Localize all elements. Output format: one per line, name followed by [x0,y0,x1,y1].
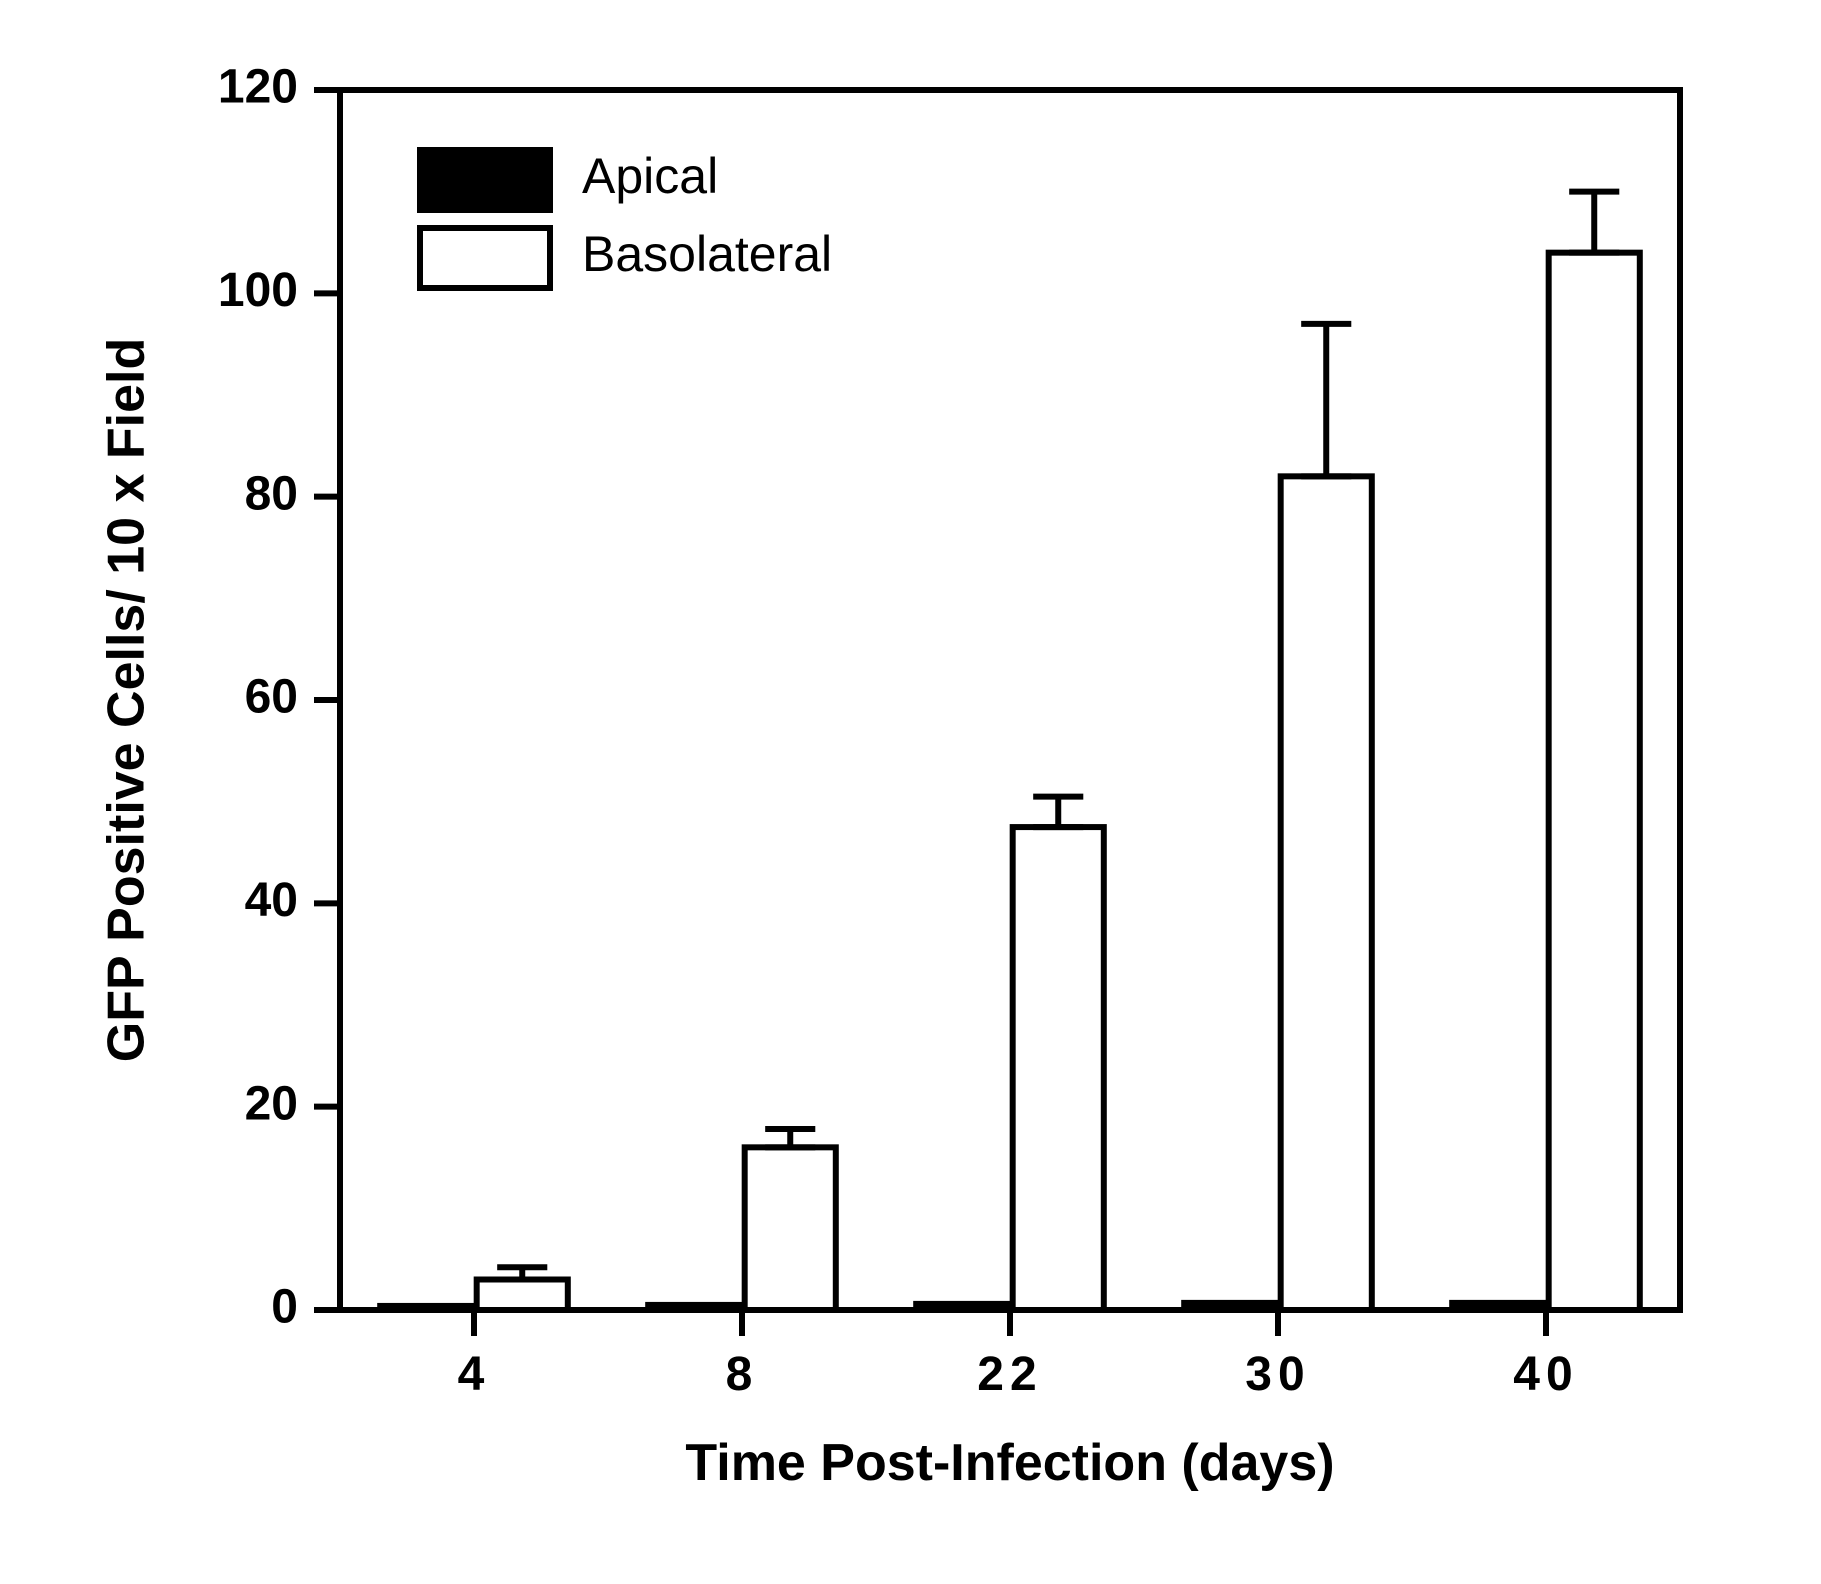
x-tick-label: 40 [1513,1348,1578,1401]
y-tick-label: 0 [271,1281,298,1334]
legend-swatch [420,150,550,210]
legend-label: Apical [582,148,718,204]
x-tick-label: 4 [458,1348,491,1401]
y-tick-label: 120 [218,61,298,114]
bar-basolateral [1281,476,1372,1310]
x-tick-label: 8 [726,1348,759,1401]
y-axis-title: GFP Positive Cells/ 10 x Field [98,338,156,1062]
bar-chart: 0 20 40 60 80 100 120 GFP Positive Cells/ 10 x … [0,0,1821,1584]
y-tick-label: 20 [245,1077,298,1130]
y-tick-label: 80 [245,467,298,520]
bar-apical [1184,1303,1275,1310]
bar-apical [1452,1303,1543,1310]
x-tick-label: 22 [977,1348,1042,1401]
y-tick-label: 40 [245,874,298,927]
bar-basolateral [477,1280,568,1311]
bar-apical [380,1306,471,1310]
bar-basolateral [1013,827,1104,1310]
bar-basolateral [1549,253,1640,1310]
x-tick-label: 30 [1245,1348,1310,1401]
legend: Apical Basolateral [420,148,832,288]
bar-apical [648,1305,739,1310]
bar-apical [916,1304,1007,1310]
bar-basolateral [745,1147,836,1310]
chart-container: 0 20 40 60 80 100 120 GFP Positive Cells/ 10 x … [0,0,1821,1584]
legend-label: Basolateral [582,226,832,282]
y-tick-label: 100 [218,264,298,317]
legend-swatch [420,228,550,288]
y-tick-label: 60 [245,671,298,724]
x-axis-title: Time Post-Infection (days) [685,1434,1334,1492]
